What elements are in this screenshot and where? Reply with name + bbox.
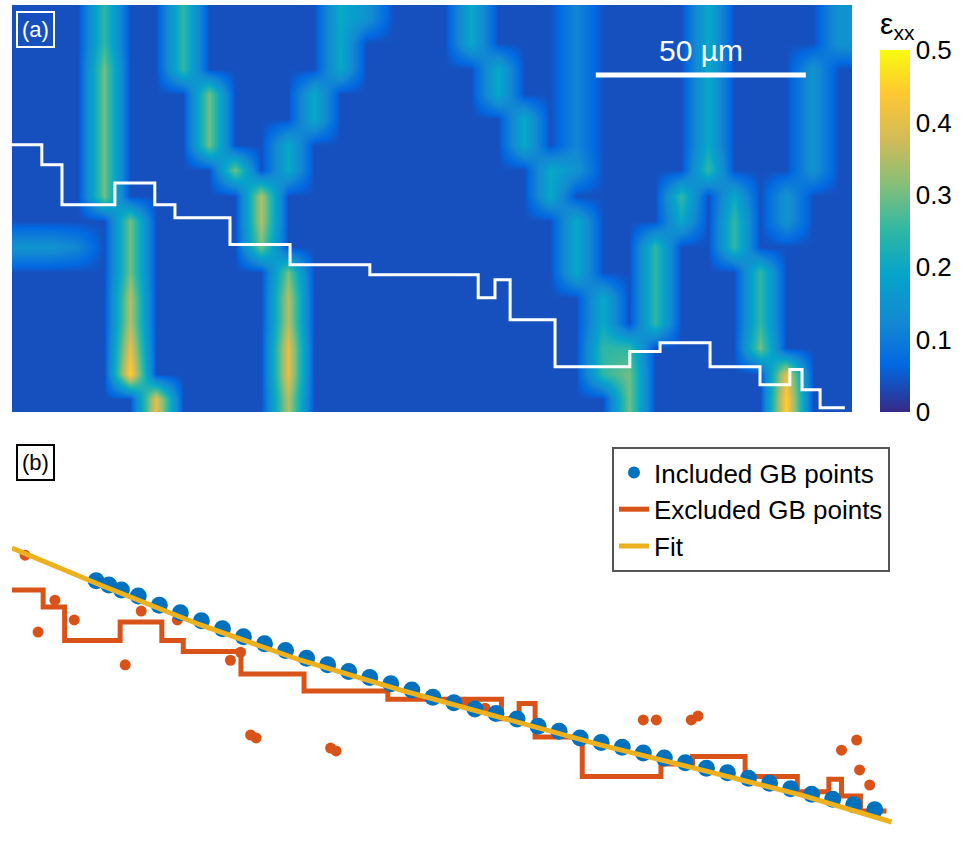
svg-text:(a): (a) — [22, 17, 49, 42]
svg-text:0.2: 0.2 — [916, 252, 952, 282]
svg-text:ε​xx​: ε​xx​ — [880, 7, 915, 44]
svg-text:(b): (b) — [22, 450, 49, 475]
svg-text:0.4: 0.4 — [916, 108, 952, 138]
svg-text:0.5: 0.5 — [916, 35, 952, 65]
svg-text:Excluded GB points: Excluded GB points — [654, 495, 882, 525]
svg-text:0: 0 — [916, 397, 930, 427]
svg-text:50 µm: 50 µm — [659, 34, 743, 67]
svg-text:Fit: Fit — [654, 532, 684, 562]
svg-text:0.3: 0.3 — [916, 180, 952, 210]
svg-text:Included GB points: Included GB points — [654, 459, 874, 489]
svg-text:0.1: 0.1 — [916, 325, 952, 355]
